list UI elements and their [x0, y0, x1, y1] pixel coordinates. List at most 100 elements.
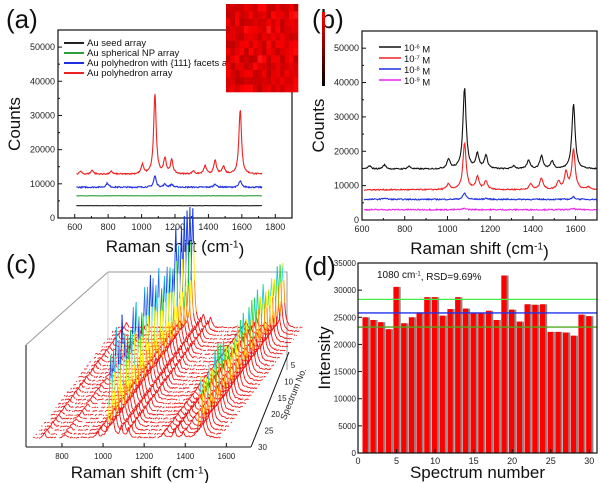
spectrum-19-segment	[141, 312, 144, 338]
spectrum-18-segment	[231, 370, 234, 382]
spectrum-11-segment	[257, 356, 260, 360]
spectrum-1-segment	[179, 320, 181, 323]
spectrum-2-segment	[297, 330, 299, 333]
heatmap-cell	[271, 4, 276, 12]
spectrum-19-segment	[185, 394, 188, 397]
spectrum-22-segment	[106, 406, 109, 409]
spectrum-15-segment	[188, 380, 190, 382]
spectrum-22-segment	[162, 407, 163, 408]
spectrum-13-segment	[90, 370, 93, 373]
spectrum-9-segment	[174, 348, 176, 352]
spectrum-17-segment	[172, 386, 175, 389]
depth-axis	[250, 351, 290, 448]
spectrum-2-segment	[280, 283, 283, 305]
spectrum-8-segment	[266, 344, 268, 348]
spectrum-14-segment	[251, 372, 253, 375]
spectrum-14-segment	[263, 376, 266, 378]
spectrum-21-segment	[140, 394, 142, 397]
spectrum-3-segment	[272, 326, 275, 329]
spectrum-18-segment	[92, 391, 94, 393]
spectrum-13-segment	[245, 346, 248, 360]
spectrum-12-segment	[187, 368, 189, 370]
spectrum-14-segment	[174, 369, 176, 374]
heatmap-cell	[266, 11, 272, 19]
spectrum-9-segment	[96, 358, 97, 359]
spectrum-10-segment	[162, 349, 165, 354]
heatmap-cell	[248, 55, 254, 63]
spectrum-15-segment	[148, 367, 151, 371]
spectrum-17-segment	[99, 384, 102, 388]
spectrum-2-segment	[269, 329, 271, 331]
spectrum-12-segment	[178, 358, 181, 363]
spectrum-9-segment	[170, 292, 173, 322]
spectrum-17-segment	[173, 387, 176, 389]
spectrum-1-segment	[127, 324, 129, 326]
spectrum-11-segment	[266, 364, 269, 367]
spectrum-10-segment	[107, 360, 110, 363]
spectrum-4-segment	[213, 338, 215, 341]
x-tick-label: 800	[101, 222, 116, 232]
spectrum-5-segment	[275, 336, 278, 339]
spectrum-1-segment	[272, 325, 274, 327]
spectrum-10-segment	[104, 360, 106, 363]
spectrum-6-segment	[272, 341, 275, 343]
spectrum-22-segment	[223, 340, 225, 361]
legend-label: 10-8 M	[404, 65, 430, 78]
spectrum-18-segment	[153, 381, 155, 386]
heatmap-cell	[275, 84, 281, 93]
spectrum-5-segment	[229, 341, 232, 344]
spectrum-14-segment	[96, 375, 98, 378]
spectrum-20-segment	[72, 395, 75, 398]
spectrum-9-segment	[212, 357, 214, 359]
spectrum-10-segment	[208, 361, 210, 363]
spectrum-15-segment	[87, 378, 90, 380]
legend-label: Au polyhedron with {111} facets array	[87, 58, 244, 69]
spectrum-18-segment	[86, 391, 89, 394]
spectrum-9-segment	[202, 357, 205, 359]
spectrum-12-segment	[197, 368, 200, 371]
spectrum-3-segment	[118, 332, 121, 335]
spectrum-22-segment	[79, 406, 81, 409]
spectrum-3-segment	[280, 325, 283, 330]
spectrum-17-segment	[197, 385, 200, 388]
spectrum-13-segment	[104, 372, 107, 375]
spectrum-16-segment	[84, 381, 87, 384]
spectrum-19-segment	[165, 394, 167, 397]
spectrum-2-segment	[190, 240, 193, 283]
spectrum-15-segment	[164, 370, 166, 376]
spectrum-18-segment	[81, 391, 84, 393]
spectrum-10-segment	[249, 357, 252, 361]
spectrum-3-segment	[114, 334, 116, 336]
spectrum-1-segment	[283, 280, 286, 303]
heatmap-cell	[257, 55, 263, 63]
spectrum-21-segment	[183, 403, 186, 405]
spectrum-12-segment	[258, 366, 261, 369]
spectrum-13-segment	[260, 371, 262, 374]
spectrum-12-segment	[173, 363, 176, 366]
spectrum-11-segment	[101, 366, 102, 367]
spectrum-15-segment	[205, 375, 208, 377]
spectrum-5-segment	[204, 341, 206, 343]
spectrum-5-segment	[175, 332, 178, 336]
spectrum-11-segment	[166, 346, 169, 354]
spectrum-6-segment	[195, 337, 198, 341]
spectrum-5-segment	[232, 338, 234, 341]
heatmap-cell	[226, 84, 231, 93]
spectrum-19-segment	[159, 388, 162, 393]
spectrum-16-segment	[155, 377, 157, 380]
spectrum-9-segment	[278, 356, 280, 359]
spectrum-7-segment	[176, 261, 179, 302]
spectrum-14-segment	[104, 376, 106, 379]
spectrum-1-segment	[204, 320, 207, 325]
spectrum-4-segment	[170, 331, 173, 335]
spectrum-9-segment	[106, 355, 108, 358]
spectrum-17-segment	[249, 387, 252, 389]
spectrum-21-segment	[228, 390, 231, 397]
spectrum-8-segment	[107, 350, 109, 353]
spectrum-19-segment	[82, 395, 84, 398]
spectrum-15-segment	[181, 379, 183, 381]
spectrum-22-segment	[132, 307, 135, 335]
spectrum-14-segment	[85, 375, 87, 378]
spectrum-14-segment	[87, 374, 90, 376]
spectrum-7-segment	[103, 349, 105, 351]
